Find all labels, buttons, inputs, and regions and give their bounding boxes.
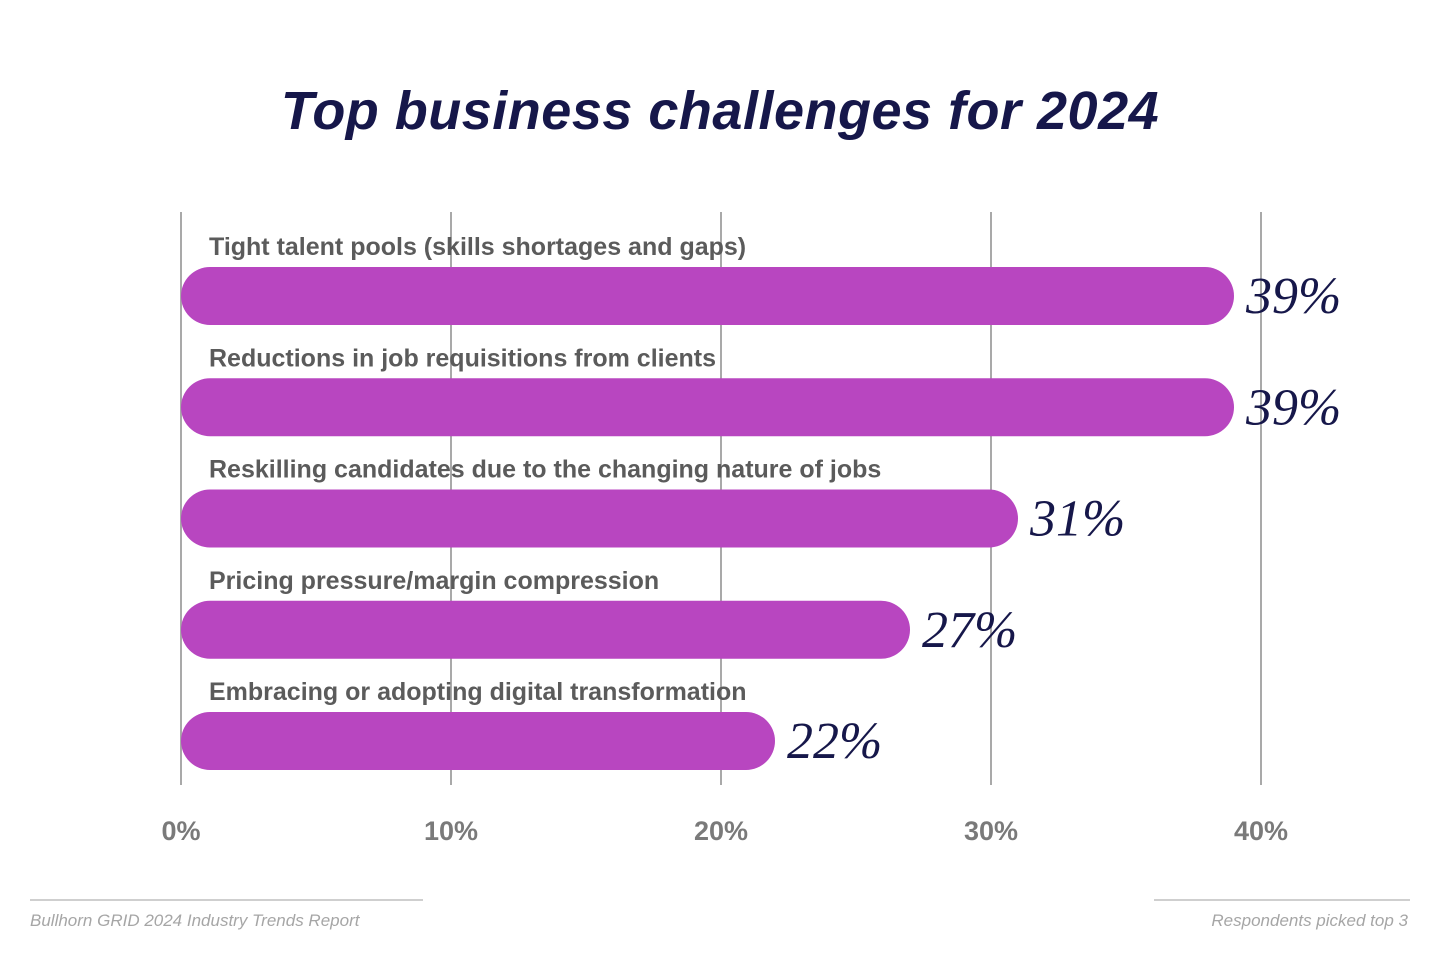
category-label: Reskilling candidates due to the changin… [209,456,881,484]
category-label: Reductions in job requisitions from clie… [209,344,716,372]
bar [181,600,910,659]
x-tick-label: 0% [161,816,200,846]
labels: 0% 10% 20% 30% 40% Tight talent pools (skills… [161,233,1341,846]
bar [181,378,1234,437]
category-label: Embracing or adopting digital transforma… [209,678,747,706]
footer-left-rule [30,899,423,901]
chart-title: Top business challenges for 2024 [280,81,1160,141]
category-label: Tight talent pools (skills shortages and… [209,233,746,261]
bar [181,712,775,770]
bars [181,267,1234,770]
x-tick-label: 40% [1234,816,1288,846]
x-tick-label: 20% [694,816,748,846]
footer-right-rule [1154,899,1410,901]
bar [181,489,1018,548]
bar [181,267,1234,325]
value-label: 22% [787,713,882,770]
value-label: 31% [1029,491,1125,548]
respondents-note: Respondents picked top 3 [1211,911,1408,930]
value-label: 39% [1245,379,1341,436]
value-label: 27% [922,602,1017,659]
value-label: 39% [1245,268,1341,325]
source-note: Bullhorn GRID 2024 Industry Trends Repor… [30,911,360,930]
category-label: Pricing pressure/margin compression [209,567,659,595]
x-tick-label: 10% [424,816,478,846]
x-tick-label: 30% [964,816,1018,846]
